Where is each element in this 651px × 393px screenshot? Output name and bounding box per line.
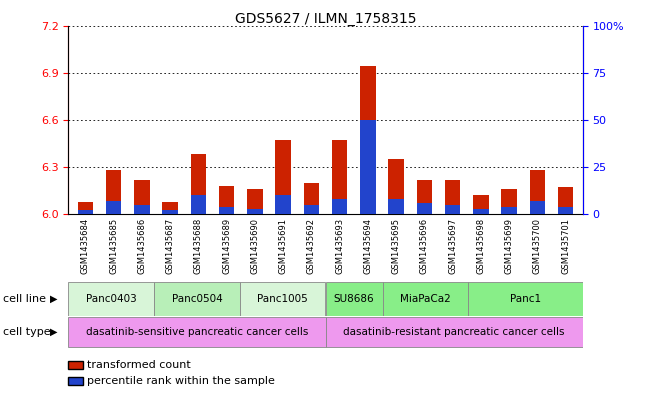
Bar — [468, 282, 583, 316]
Text: GSM1435694: GSM1435694 — [363, 218, 372, 274]
Bar — [134, 205, 150, 214]
Bar — [501, 207, 517, 214]
Bar — [558, 207, 574, 214]
Bar — [219, 207, 234, 214]
Text: GSM1435701: GSM1435701 — [561, 218, 570, 274]
Bar — [303, 183, 319, 214]
Bar — [191, 154, 206, 214]
Text: GSM1435689: GSM1435689 — [222, 218, 231, 274]
Text: GSM1435693: GSM1435693 — [335, 218, 344, 274]
Bar — [106, 170, 121, 214]
Bar — [162, 210, 178, 214]
Text: ▶: ▶ — [49, 294, 57, 304]
Bar — [445, 180, 460, 214]
Bar — [191, 195, 206, 214]
Bar — [332, 140, 348, 214]
Text: GSM1435685: GSM1435685 — [109, 218, 118, 274]
Text: GSM1435691: GSM1435691 — [279, 218, 288, 274]
Text: GSM1435696: GSM1435696 — [420, 218, 429, 274]
Bar — [134, 180, 150, 214]
Bar — [326, 317, 583, 347]
Bar — [275, 140, 291, 214]
Bar — [417, 180, 432, 214]
Bar — [154, 282, 240, 316]
Text: GSM1435690: GSM1435690 — [251, 218, 259, 274]
Text: Panc0403: Panc0403 — [86, 294, 137, 304]
Bar — [303, 205, 319, 214]
Bar — [360, 120, 376, 214]
Bar — [530, 170, 545, 214]
Text: transformed count: transformed count — [87, 360, 190, 370]
Bar — [162, 202, 178, 214]
Text: cell type: cell type — [3, 327, 51, 337]
Bar — [417, 203, 432, 214]
Bar — [240, 282, 326, 316]
Text: ▶: ▶ — [49, 327, 57, 337]
Bar — [389, 159, 404, 214]
Bar — [247, 209, 262, 214]
Text: MiaPaCa2: MiaPaCa2 — [400, 294, 451, 304]
Bar — [473, 195, 489, 214]
Text: GSM1435699: GSM1435699 — [505, 218, 514, 274]
Text: dasatinib-resistant pancreatic cancer cells: dasatinib-resistant pancreatic cancer ce… — [343, 327, 565, 337]
Text: GSM1435695: GSM1435695 — [392, 218, 400, 274]
Bar — [106, 201, 121, 214]
Text: percentile rank within the sample: percentile rank within the sample — [87, 376, 275, 386]
Text: GSM1435688: GSM1435688 — [194, 218, 203, 274]
Bar — [77, 202, 93, 214]
Bar — [389, 199, 404, 214]
Text: GDS5627 / ILMN_1758315: GDS5627 / ILMN_1758315 — [235, 12, 416, 26]
Bar — [383, 282, 468, 316]
Text: GSM1435700: GSM1435700 — [533, 218, 542, 274]
Bar — [501, 189, 517, 214]
Text: GSM1435686: GSM1435686 — [137, 218, 146, 274]
Bar — [68, 317, 326, 347]
Text: Panc1: Panc1 — [510, 294, 541, 304]
Bar — [530, 201, 545, 214]
Bar — [558, 187, 574, 214]
Bar — [68, 282, 154, 316]
Bar — [326, 282, 383, 316]
Text: GSM1435692: GSM1435692 — [307, 218, 316, 274]
Bar — [360, 66, 376, 214]
Bar — [77, 210, 93, 214]
Bar — [445, 205, 460, 214]
Text: GSM1435687: GSM1435687 — [165, 218, 174, 274]
Text: Panc1005: Panc1005 — [257, 294, 308, 304]
Bar — [473, 209, 489, 214]
Text: dasatinib-sensitive pancreatic cancer cells: dasatinib-sensitive pancreatic cancer ce… — [86, 327, 308, 337]
Bar — [247, 189, 262, 214]
Text: GSM1435684: GSM1435684 — [81, 218, 90, 274]
Text: SU8686: SU8686 — [334, 294, 374, 304]
Text: GSM1435697: GSM1435697 — [448, 218, 457, 274]
Text: GSM1435698: GSM1435698 — [477, 218, 486, 274]
Text: cell line: cell line — [3, 294, 46, 304]
Bar — [275, 195, 291, 214]
Text: Panc0504: Panc0504 — [172, 294, 222, 304]
Bar — [219, 186, 234, 214]
Bar — [332, 199, 348, 214]
